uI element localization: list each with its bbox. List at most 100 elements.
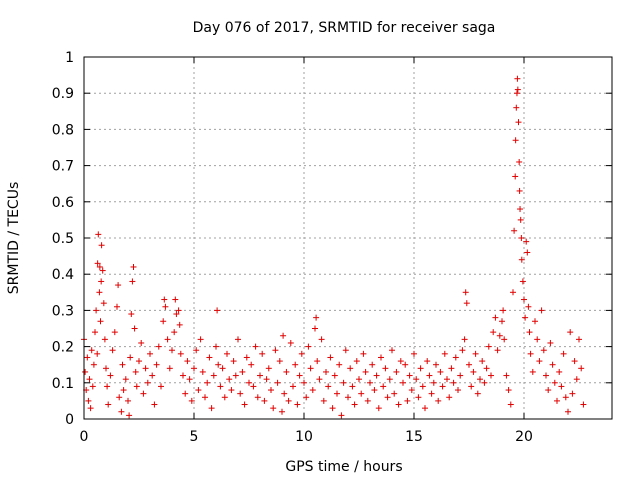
data-point bbox=[367, 379, 373, 386]
data-point bbox=[512, 137, 519, 144]
data-point bbox=[228, 387, 235, 394]
data-point bbox=[450, 379, 457, 386]
data-point bbox=[490, 329, 497, 336]
data-point bbox=[313, 314, 320, 321]
data-point bbox=[210, 372, 217, 379]
y-tick-label: 0.2 bbox=[52, 340, 74, 356]
data-point bbox=[439, 383, 446, 390]
data-point bbox=[100, 300, 107, 307]
y-tick-label: 0.6 bbox=[52, 195, 74, 211]
data-point bbox=[283, 368, 290, 375]
data-point bbox=[334, 390, 340, 397]
data-point bbox=[259, 350, 266, 357]
data-point bbox=[303, 394, 310, 401]
data-point bbox=[182, 390, 189, 397]
data-point bbox=[565, 408, 571, 415]
data-point bbox=[290, 383, 296, 390]
data-point bbox=[494, 347, 501, 354]
data-point bbox=[571, 358, 578, 365]
data-point bbox=[573, 376, 580, 383]
data-point bbox=[378, 354, 384, 361]
y-tick-label: 0.4 bbox=[52, 267, 74, 283]
data-point bbox=[133, 383, 140, 390]
data-point bbox=[237, 390, 244, 397]
data-point bbox=[446, 394, 453, 401]
data-point bbox=[371, 387, 378, 394]
data-point bbox=[567, 329, 574, 336]
data-point bbox=[428, 390, 435, 397]
data-point bbox=[118, 408, 125, 415]
data-point bbox=[391, 390, 398, 397]
data-point bbox=[360, 350, 367, 357]
data-point bbox=[276, 358, 283, 365]
data-point bbox=[538, 307, 545, 314]
data-point bbox=[507, 401, 514, 408]
data-point bbox=[285, 397, 292, 404]
data-point bbox=[527, 350, 534, 357]
data-point bbox=[166, 365, 173, 372]
data-point bbox=[279, 408, 285, 415]
data-point bbox=[246, 379, 252, 386]
data-point bbox=[219, 365, 226, 372]
data-point bbox=[96, 289, 103, 296]
data-point bbox=[235, 336, 241, 343]
data-point bbox=[505, 387, 512, 394]
data-point bbox=[96, 263, 103, 270]
data-point bbox=[193, 347, 200, 354]
data-point bbox=[496, 332, 503, 339]
data-point bbox=[525, 303, 532, 310]
data-point bbox=[351, 401, 358, 408]
data-point bbox=[199, 368, 206, 375]
x-axis-title: GPS time / hours bbox=[285, 459, 402, 475]
chart-title: Day 076 of 2017, SRMTID for receiver sag… bbox=[193, 20, 496, 36]
data-point bbox=[481, 379, 488, 386]
data-point bbox=[99, 267, 106, 274]
data-points bbox=[81, 75, 587, 419]
data-point bbox=[536, 358, 543, 365]
y-axis-title: SRMTID / TECUs bbox=[6, 182, 22, 295]
data-point bbox=[364, 397, 371, 404]
data-point bbox=[294, 401, 301, 408]
data-point bbox=[384, 394, 391, 401]
data-point bbox=[164, 336, 171, 343]
y-tick-labels: 0 0.1 0.2 0.3 0.4 0.5 0.6 0.7 0.8 0.9 1 bbox=[52, 50, 74, 428]
data-point bbox=[426, 372, 433, 379]
data-point bbox=[488, 372, 494, 379]
data-point bbox=[162, 303, 169, 310]
data-point bbox=[298, 350, 305, 357]
data-point bbox=[109, 347, 116, 354]
data-point bbox=[122, 376, 129, 383]
data-point bbox=[309, 387, 316, 394]
data-point bbox=[514, 86, 521, 93]
data-point bbox=[104, 383, 111, 390]
data-point bbox=[576, 336, 582, 343]
data-point bbox=[140, 390, 147, 397]
data-point bbox=[177, 350, 184, 357]
data-point bbox=[424, 358, 431, 365]
data-point bbox=[320, 397, 327, 404]
data-point bbox=[292, 361, 299, 368]
data-point bbox=[188, 397, 195, 404]
data-point bbox=[524, 249, 531, 256]
data-point bbox=[316, 376, 323, 383]
data-point bbox=[105, 401, 112, 408]
data-point bbox=[191, 365, 197, 372]
data-point bbox=[408, 387, 415, 394]
data-point bbox=[252, 343, 259, 350]
data-point bbox=[158, 383, 164, 390]
data-point bbox=[128, 311, 135, 318]
data-point bbox=[92, 329, 98, 336]
data-point bbox=[84, 354, 91, 361]
y-tick-label: 0.7 bbox=[52, 159, 74, 175]
data-point bbox=[327, 354, 334, 361]
data-point bbox=[248, 361, 255, 368]
data-point bbox=[127, 354, 134, 361]
data-point bbox=[138, 339, 145, 346]
data-point bbox=[131, 325, 138, 332]
data-point bbox=[543, 372, 549, 379]
data-point bbox=[503, 372, 510, 379]
data-point bbox=[389, 347, 395, 354]
data-point bbox=[523, 238, 530, 245]
x-tick-label: 10 bbox=[295, 429, 313, 445]
data-point bbox=[325, 383, 332, 390]
